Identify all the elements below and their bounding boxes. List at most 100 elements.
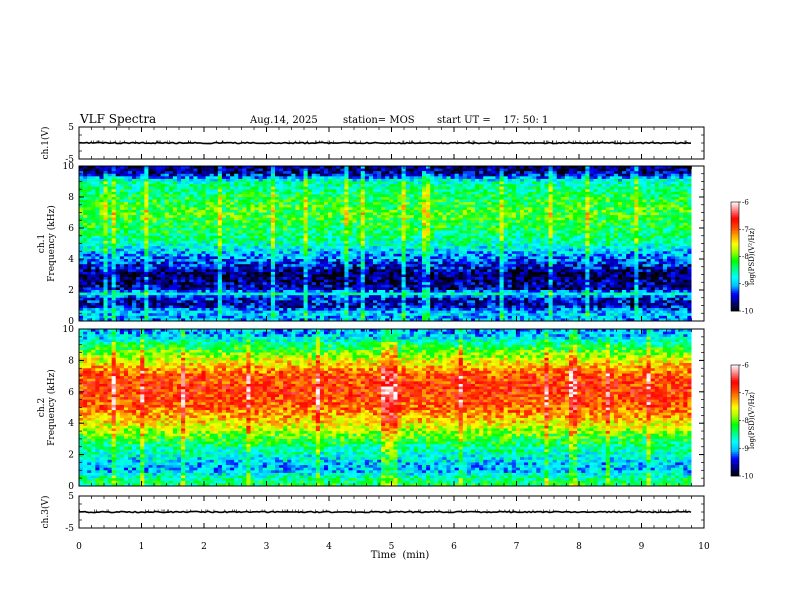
spectrogram-cell [246, 166, 251, 169]
spectrogram-cell [299, 266, 304, 270]
spectrogram-cell [336, 181, 341, 185]
spectrogram-cell [283, 209, 288, 213]
spectrogram-cell [205, 246, 210, 249]
spectrogram-cell [234, 305, 239, 309]
spectrogram-cell [389, 305, 394, 309]
spectrogram-cell [340, 189, 345, 193]
spectrogram-cell [119, 261, 125, 265]
spectrogram-cell [373, 315, 378, 319]
spectrogram-cell [360, 230, 366, 234]
spectrogram-cell [164, 173, 170, 177]
spectrogram-cell [193, 256, 198, 260]
spectrogram-cell [344, 308, 349, 311]
spectrogram-cell [409, 292, 415, 296]
spectrogram-cell [103, 271, 108, 275]
spectrogram-cell [368, 264, 374, 268]
spectrogram-cell [79, 261, 84, 265]
spectrogram-cell [397, 238, 402, 242]
spectrogram-cell [140, 269, 145, 273]
spectrogram-cell [377, 315, 382, 319]
spectrogram-cell [295, 171, 300, 175]
spectrogram-cell [332, 186, 337, 190]
spectrogram-cell [246, 287, 251, 291]
spectrogram-cell [270, 240, 276, 244]
spectrogram-cell [197, 207, 202, 211]
spectrogram-cell [254, 230, 259, 234]
spectrogram-cell [336, 186, 341, 190]
spectrogram-cell [283, 194, 288, 198]
spectrogram-cell [389, 266, 394, 270]
spectrogram-cell [79, 189, 84, 193]
spectrogram-cell [377, 168, 382, 172]
spectrogram-cell [87, 171, 92, 175]
spectrogram-cell [352, 277, 357, 280]
spectrogram-cell [201, 297, 206, 301]
spectrogram-cell [319, 287, 325, 291]
spectrogram-cell [340, 300, 345, 304]
spectrogram-cell [91, 197, 96, 200]
spectrogram-cell [389, 189, 394, 193]
spectrogram-cell [144, 274, 149, 278]
spectrogram-cell [132, 197, 137, 200]
spectrogram-cell [413, 220, 419, 224]
spectrogram-cell [246, 251, 251, 255]
spectrogram-cell [315, 189, 321, 193]
spectrogram-cell [397, 207, 402, 211]
spectrogram-cell [234, 256, 239, 260]
spectrogram-cell [266, 284, 272, 288]
spectrogram-cell [152, 225, 157, 229]
spectrogram-cell [291, 302, 296, 306]
spectrogram-cell [193, 295, 198, 299]
spectrogram-cell [315, 168, 321, 172]
spectrogram-cell [181, 305, 186, 309]
spectrogram-cell [393, 295, 398, 299]
spectrogram-cell [144, 189, 149, 193]
spectrogram-cell [217, 207, 223, 211]
spectrogram-cell [262, 315, 268, 319]
spectrogram-cell [99, 287, 104, 291]
spectrogram-cell [324, 197, 329, 200]
spectrogram-cell [201, 310, 206, 314]
spectrogram-cell [148, 204, 153, 208]
spectrogram-cell [136, 230, 141, 234]
spectrogram-cell [409, 243, 415, 247]
spectrogram-cell [397, 295, 402, 299]
spectrogram-cell [164, 238, 170, 242]
spectrogram-cell [201, 246, 206, 249]
spectrogram-cell [311, 284, 317, 288]
spectrogram-cell [99, 230, 104, 234]
spectrogram-cell [364, 171, 370, 175]
spectrogram-cell [230, 266, 235, 270]
spectrogram-cell [103, 220, 108, 224]
spectrogram-cell [250, 235, 255, 239]
spectrogram-cell [373, 287, 378, 291]
spectrogram-cell [401, 315, 406, 319]
spectrogram-cell [234, 295, 239, 299]
spectrogram-cell [160, 191, 166, 195]
spectrogram-cell [152, 269, 157, 273]
spectrogram-cell [160, 233, 166, 237]
spectrogram-cell [144, 271, 149, 275]
spectrogram-cell [364, 269, 370, 273]
spectrogram-cell [140, 253, 145, 257]
spectrogram-cell [205, 212, 210, 216]
spectrogram-cell [226, 220, 231, 224]
spectrogram-cell [189, 202, 194, 206]
spectrogram-cell [87, 230, 92, 234]
spectrogram-cell [83, 166, 88, 169]
spectrogram-cell [83, 217, 88, 221]
spectrogram-cell [279, 246, 284, 249]
spectrogram-cell [340, 261, 345, 265]
spectrogram-cell [172, 279, 178, 283]
spectrogram-cell [287, 220, 292, 224]
spectrogram-cell [250, 222, 255, 226]
spectrogram-cell [197, 274, 202, 278]
spectrogram-cell [324, 199, 329, 203]
spectrogram-cell [328, 194, 333, 198]
spectrogram-cell [197, 233, 202, 237]
spectrogram-cell [348, 222, 353, 226]
spectrogram-cell [258, 207, 264, 211]
spectrogram-cell [262, 308, 268, 311]
spectrogram-cell [144, 222, 149, 226]
spectrogram-cell [83, 168, 88, 172]
